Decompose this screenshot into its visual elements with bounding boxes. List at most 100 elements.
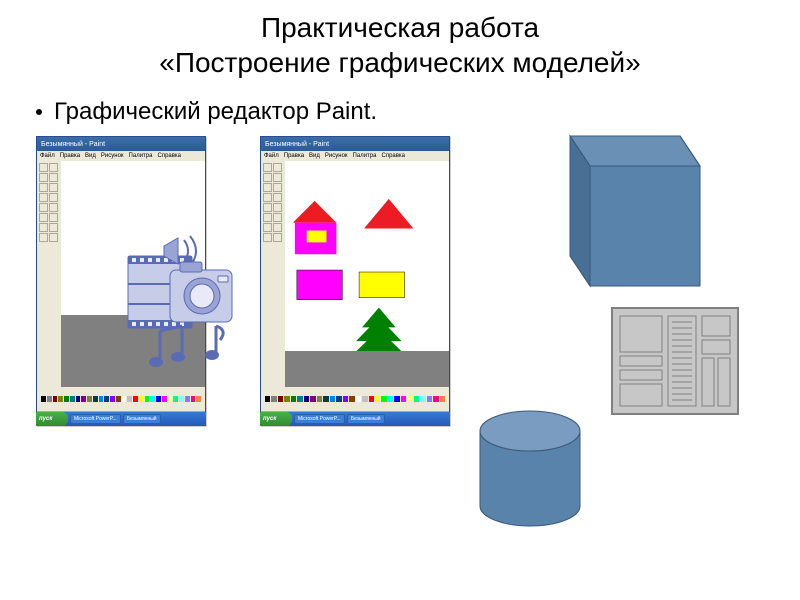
menu-file[interactable]: Файл: [40, 153, 55, 159]
palette-color[interactable]: [394, 396, 399, 402]
palette-color[interactable]: [310, 396, 315, 402]
palette-color[interactable]: [99, 396, 104, 402]
tool-button[interactable]: [273, 193, 282, 202]
palette-color[interactable]: [191, 396, 196, 402]
menu-image[interactable]: Рисунок: [101, 153, 124, 159]
palette-color[interactable]: [278, 396, 283, 402]
menu-help[interactable]: Справка: [381, 153, 405, 159]
palette-color[interactable]: [401, 396, 406, 402]
palette-color[interactable]: [87, 396, 92, 402]
tool-button[interactable]: [49, 193, 58, 202]
palette-color[interactable]: [185, 396, 190, 402]
taskbar-item[interactable]: Безымянный: [347, 414, 385, 424]
start-button[interactable]: пуск: [260, 412, 292, 426]
tool-button[interactable]: [39, 183, 48, 192]
tool-button[interactable]: [273, 173, 282, 182]
menu-view[interactable]: Вид: [309, 153, 320, 159]
palette-color[interactable]: [139, 396, 144, 402]
tool-button[interactable]: [49, 163, 58, 172]
tool-button[interactable]: [49, 173, 58, 182]
palette-color[interactable]: [53, 396, 58, 402]
palette-color[interactable]: [150, 396, 155, 402]
palette-color[interactable]: [362, 396, 367, 402]
palette-color[interactable]: [369, 396, 374, 402]
tool-button[interactable]: [49, 213, 58, 222]
palette-color[interactable]: [414, 396, 419, 402]
palette-color[interactable]: [420, 396, 425, 402]
palette-color[interactable]: [407, 396, 412, 402]
start-button[interactable]: пуск: [36, 412, 68, 426]
palette-color[interactable]: [168, 396, 173, 402]
palette-color[interactable]: [93, 396, 98, 402]
tool-button[interactable]: [273, 163, 282, 172]
palette-color[interactable]: [271, 396, 276, 402]
tool-button[interactable]: [49, 223, 58, 232]
palette-color[interactable]: [381, 396, 386, 402]
menu-palette[interactable]: Палитра: [129, 153, 153, 159]
tool-button[interactable]: [39, 163, 48, 172]
palette-color[interactable]: [343, 396, 348, 402]
menu-edit[interactable]: Правка: [60, 153, 80, 159]
palette-color[interactable]: [291, 396, 296, 402]
taskbar-item[interactable]: Безымянный: [123, 414, 161, 424]
palette-color[interactable]: [265, 396, 270, 402]
palette-color[interactable]: [427, 396, 432, 402]
tool-button[interactable]: [263, 213, 272, 222]
palette-color[interactable]: [349, 396, 354, 402]
menu-view[interactable]: Вид: [85, 153, 96, 159]
palette-color[interactable]: [284, 396, 289, 402]
palette-color[interactable]: [179, 396, 184, 402]
menu-file[interactable]: Файл: [264, 153, 279, 159]
menu-palette[interactable]: Палитра: [353, 153, 377, 159]
tool-button[interactable]: [273, 213, 282, 222]
tool-button[interactable]: [39, 213, 48, 222]
tool-button[interactable]: [39, 223, 48, 232]
tool-button[interactable]: [39, 233, 48, 242]
palette-color[interactable]: [304, 396, 309, 402]
palette-color[interactable]: [196, 396, 201, 402]
palette-color[interactable]: [41, 396, 46, 402]
palette-color[interactable]: [47, 396, 52, 402]
palette-color[interactable]: [133, 396, 138, 402]
palette-color[interactable]: [76, 396, 81, 402]
palette-color[interactable]: [330, 396, 335, 402]
tool-button[interactable]: [273, 203, 282, 212]
tool-button[interactable]: [263, 203, 272, 212]
palette-color[interactable]: [110, 396, 115, 402]
palette-color[interactable]: [127, 396, 132, 402]
palette-color[interactable]: [70, 396, 75, 402]
palette-color[interactable]: [122, 396, 127, 402]
palette-color[interactable]: [375, 396, 380, 402]
tool-button[interactable]: [273, 223, 282, 232]
tool-button[interactable]: [273, 233, 282, 242]
palette-color[interactable]: [336, 396, 341, 402]
palette-color[interactable]: [356, 396, 361, 402]
palette-color[interactable]: [433, 396, 438, 402]
palette-color[interactable]: [81, 396, 86, 402]
palette-color[interactable]: [145, 396, 150, 402]
palette-color[interactable]: [388, 396, 393, 402]
palette-color[interactable]: [104, 396, 109, 402]
palette-color[interactable]: [323, 396, 328, 402]
tool-button[interactable]: [263, 183, 272, 192]
palette-color[interactable]: [116, 396, 121, 402]
tool-button[interactable]: [273, 183, 282, 192]
palette-color[interactable]: [297, 396, 302, 402]
tool-button[interactable]: [39, 203, 48, 212]
menu-image[interactable]: Рисунок: [325, 153, 348, 159]
tool-button[interactable]: [263, 173, 272, 182]
tool-button[interactable]: [263, 163, 272, 172]
menu-edit[interactable]: Правка: [284, 153, 304, 159]
menu-help[interactable]: Справка: [157, 153, 181, 159]
palette-color[interactable]: [156, 396, 161, 402]
tool-button[interactable]: [39, 193, 48, 202]
tool-button[interactable]: [263, 193, 272, 202]
palette-color[interactable]: [64, 396, 69, 402]
palette-color[interactable]: [173, 396, 178, 402]
tool-button[interactable]: [39, 173, 48, 182]
taskbar-item[interactable]: Microsoft PowerP...: [294, 414, 345, 424]
palette-color[interactable]: [317, 396, 322, 402]
taskbar-item[interactable]: Microsoft PowerP...: [70, 414, 121, 424]
tool-button[interactable]: [49, 183, 58, 192]
palette-color[interactable]: [58, 396, 63, 402]
